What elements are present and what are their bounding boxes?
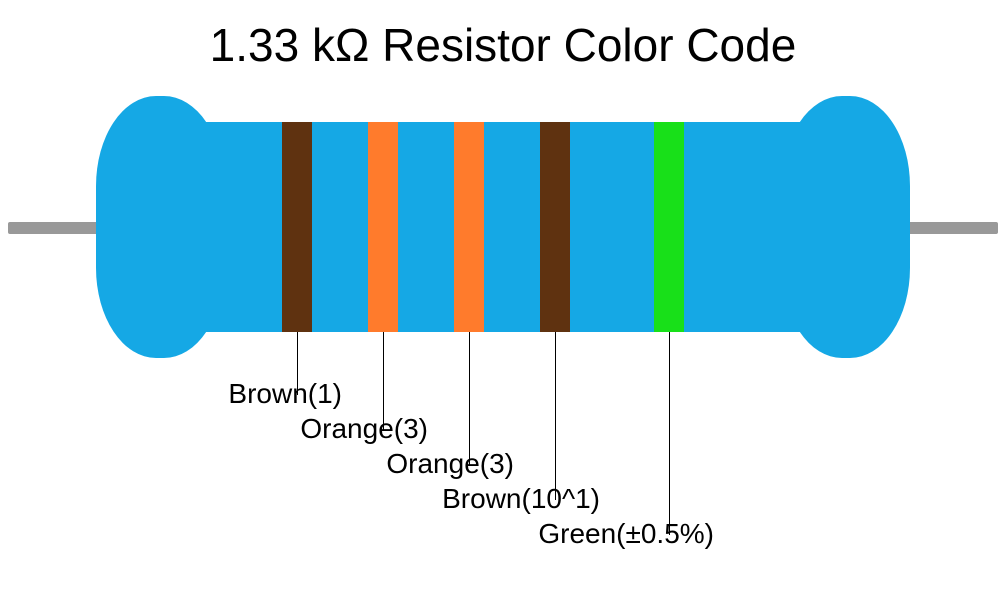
resistor-diagram: 1.33 kΩ Resistor Color Code Brown(1) Ora… (0, 0, 1006, 607)
band-3 (454, 122, 484, 332)
callout-label-2: Orange(3) (68, 413, 428, 445)
callout-label-5: Green(±0.5%) (354, 518, 714, 550)
callout-label-1: Brown(1) (0, 378, 342, 410)
callout-line-3 (469, 332, 470, 465)
band-4 (540, 122, 570, 332)
callout-line-5 (669, 332, 670, 535)
callout-label-3: Orange(3) (154, 448, 514, 480)
callout-line-4 (555, 332, 556, 500)
band-5 (654, 122, 684, 332)
diagram-title: 1.33 kΩ Resistor Color Code (0, 18, 1006, 72)
resistor-body (180, 122, 826, 332)
callout-label-4: Brown(10^1) (240, 483, 600, 515)
band-2 (368, 122, 398, 332)
band-1 (282, 122, 312, 332)
